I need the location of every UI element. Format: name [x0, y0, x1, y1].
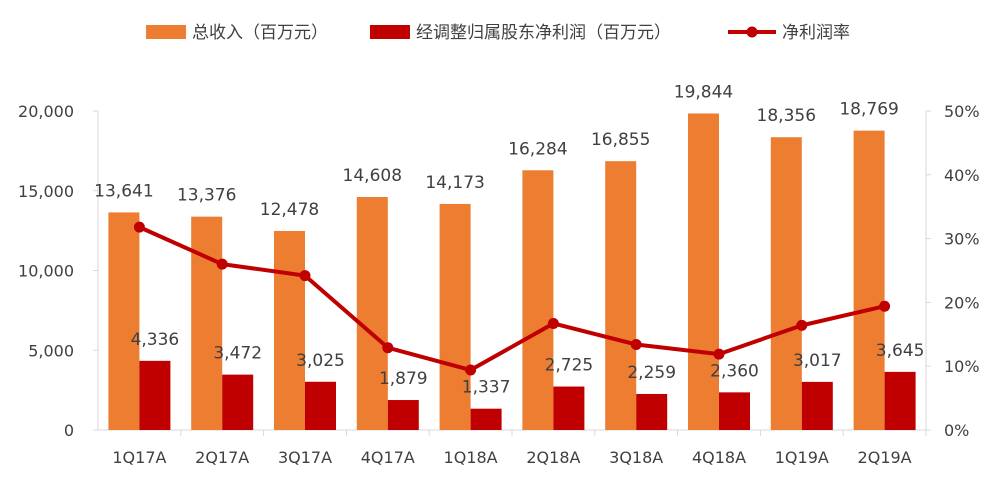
profit-data-label: 2,725 — [545, 356, 594, 376]
profit-bar — [222, 374, 254, 430]
x-tick-label: 2Q17A — [195, 448, 249, 467]
legend-label-profit: 经调整归属股东净利润（百万元） — [416, 23, 671, 43]
y-left-tick-label: 15,000 — [18, 182, 74, 201]
x-tick-label: 3Q18A — [609, 448, 663, 467]
profit-data-label: 2,259 — [627, 363, 676, 383]
margin-point — [216, 258, 228, 270]
profit-bar — [387, 400, 419, 430]
margin-point — [299, 270, 311, 282]
x-tick-label: 1Q19A — [775, 448, 829, 467]
revenue-data-label: 14,173 — [425, 173, 484, 193]
revenue-data-label: 16,855 — [591, 130, 650, 150]
x-tick-label: 2Q19A — [858, 448, 912, 467]
revenue-bar — [605, 161, 637, 430]
revenue-bar — [108, 212, 140, 430]
profit-bar — [636, 393, 668, 430]
y-right-tick-label: 10% — [944, 357, 980, 376]
profit-bar — [719, 392, 750, 430]
profit-bar — [470, 408, 502, 430]
y-left-tick-label: 5,000 — [28, 341, 74, 360]
revenue-data-label: 14,608 — [343, 166, 402, 186]
profit-bar — [553, 386, 585, 430]
bars — [108, 113, 916, 431]
legend-label-margin: 净利润率 — [782, 23, 850, 43]
x-tick-label: 4Q18A — [692, 448, 746, 467]
revenue-bar — [274, 230, 305, 430]
y-right-tick-label: 50% — [944, 102, 980, 121]
margin-point — [465, 364, 477, 376]
x-tick-label: 1Q18A — [444, 448, 498, 467]
margin-point — [382, 342, 394, 354]
profit-data-label: 1,879 — [379, 369, 428, 389]
profit-data-label: 1,337 — [462, 378, 511, 398]
revenue-bar — [439, 203, 471, 430]
revenue-bar — [770, 137, 802, 430]
revenue-data-label: 12,478 — [260, 200, 319, 220]
margin-line — [133, 221, 891, 376]
margin-point — [630, 339, 642, 351]
revenue-data-label: 13,376 — [177, 186, 236, 206]
revenue-data-label: 18,356 — [757, 106, 816, 126]
profit-bar — [305, 381, 336, 430]
legend: 总收入（百万元） 经调整归属股东净利润（百万元） 净利润率 — [146, 23, 850, 43]
x-tick-label: 3Q17A — [278, 448, 332, 467]
legend-label-revenue: 总收入（百万元） — [192, 23, 328, 43]
margin-point — [796, 319, 808, 331]
revenue-data-label: 13,641 — [94, 181, 153, 201]
revenue-data-label: 18,769 — [839, 100, 898, 120]
margin-point — [133, 221, 145, 233]
profit-data-label: 2,360 — [710, 361, 759, 381]
legend-swatch-margin-marker — [746, 26, 758, 38]
revenue-bar — [191, 216, 223, 430]
margin-point — [547, 317, 559, 329]
revenue-bar — [522, 170, 554, 430]
legend-swatch-profit — [370, 25, 410, 39]
profit-data-label: 3,025 — [296, 351, 345, 371]
x-tick-label: 2Q18A — [526, 448, 580, 467]
y-right-tick-label: 40% — [944, 166, 980, 185]
y-left-tick-label: 0 — [64, 421, 74, 440]
margin-point — [879, 300, 891, 312]
profit-data-label: 3,017 — [793, 351, 842, 371]
y-left-tick-label: 20,000 — [18, 102, 74, 121]
margin-polyline — [138, 225, 886, 373]
profit-data-label: 3,645 — [876, 341, 925, 361]
y-right-tick-label: 30% — [944, 230, 980, 249]
profit-data-label: 4,336 — [131, 330, 180, 350]
revenue-data-label: 19,844 — [674, 82, 733, 102]
y-left-tick-label: 10,000 — [18, 262, 74, 281]
revenue-bar — [853, 130, 885, 430]
data-labels: 13,641 4,336 13,376 3,472 12,478 3,025 14,608 1… — [94, 82, 924, 397]
profit-bar — [801, 381, 833, 430]
revenue-bar — [688, 113, 719, 431]
margin-point — [713, 348, 725, 360]
x-tick-label: 1Q17A — [112, 448, 166, 467]
y-right-tick-label: 20% — [944, 293, 980, 312]
profit-bar — [139, 360, 171, 430]
revenue-data-label: 16,284 — [508, 139, 567, 159]
revenue-bar — [356, 197, 388, 430]
x-tick-label: 4Q17A — [361, 448, 415, 467]
profit-data-label: 3,472 — [213, 344, 262, 364]
axes: 0 5,000 10,000 15,000 20,000 0% 10% 20% 30% 40% 50… — [18, 102, 980, 467]
y-right-tick-label: 0% — [944, 421, 969, 440]
profit-bar — [884, 371, 916, 430]
legend-swatch-revenue — [146, 25, 186, 39]
